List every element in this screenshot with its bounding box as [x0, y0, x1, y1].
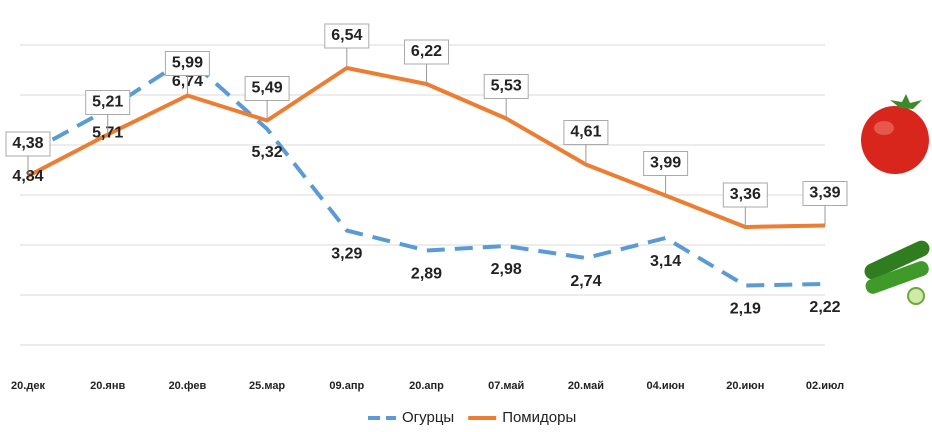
data-label: 5,21 [92, 94, 123, 111]
data-label: 5,53 [491, 78, 522, 95]
data-label: 3,29 [331, 246, 362, 263]
x-tick-label: 07.май [488, 380, 524, 392]
data-label: 4,38 [12, 135, 43, 152]
x-tick-label: 20.май [568, 380, 604, 392]
data-label-box: 3,36 [722, 182, 768, 227]
label-box [85, 90, 131, 115]
data-label-box: 5,53 [483, 74, 529, 119]
data-label: 2,98 [491, 261, 522, 278]
data-label: 3,39 [809, 185, 840, 202]
legend-label: Помидоры [502, 409, 576, 426]
data-label: 6,54 [331, 27, 362, 44]
x-tick-label: 20.янв [90, 380, 125, 392]
legend-label: Огурцы [402, 409, 454, 426]
data-label: 4,84 [12, 168, 43, 185]
data-label: 5,99 [172, 55, 203, 72]
data-label-box: 6,54 [324, 23, 370, 68]
x-tick-label: 20.июн [726, 380, 764, 392]
label-box [483, 74, 529, 99]
label-box [244, 76, 290, 101]
data-label: 6,22 [411, 43, 442, 60]
data-label: 2,89 [411, 266, 442, 283]
x-tick-label: 20.фев [169, 380, 207, 392]
data-label-box: 5,49 [244, 76, 290, 121]
data-label: 3,99 [650, 155, 681, 172]
x-tick-label: 20.апр [409, 380, 444, 392]
series-line [27, 56, 826, 288]
label-box [404, 39, 449, 65]
x-tick-label: 04.июн [647, 380, 685, 392]
x-tick-label: 09.апр [329, 380, 364, 392]
data-label-box: 4,61 [563, 120, 609, 165]
data-label: 5,49 [252, 80, 283, 97]
data-label: 2,22 [809, 299, 840, 316]
data-label-box: 3,39 [802, 181, 848, 226]
data-label: 2,19 [730, 301, 761, 318]
label-box [802, 181, 848, 206]
data-label: 2,74 [570, 273, 601, 290]
label-box [722, 182, 768, 208]
label-box [643, 151, 689, 176]
tomato-icon [861, 94, 929, 174]
data-label: 4,61 [570, 124, 601, 141]
label-box [164, 51, 210, 76]
data-label-box: 6,22 [404, 39, 449, 84]
data-label-box: 3,99 [643, 151, 689, 196]
data-label-box: 5,99 [164, 51, 210, 96]
data-label-box: 5,21 [85, 90, 131, 135]
data-label-box: 4,38 [5, 131, 51, 176]
x-tick-label: 25.мар [249, 380, 285, 392]
x-tick-label: 20.дек [11, 380, 45, 392]
data-label: 3,14 [650, 253, 681, 270]
label-box [563, 120, 609, 145]
data-label: 3,36 [730, 186, 761, 203]
cucumber-icon [864, 240, 930, 305]
series-line [27, 66, 826, 229]
data-label: 5,32 [252, 144, 283, 161]
label-box [324, 23, 370, 49]
x-tick-label: 02.июл [806, 380, 844, 392]
